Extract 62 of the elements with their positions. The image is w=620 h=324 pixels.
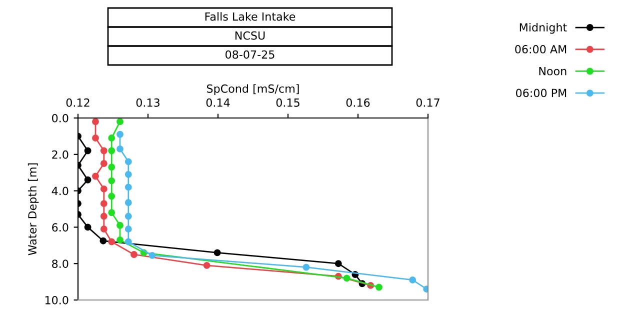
point — [100, 147, 108, 154]
point — [376, 284, 382, 291]
point — [100, 160, 108, 167]
legend-label: Noon — [539, 67, 566, 76]
x-tick-label: 0.15 — [276, 98, 300, 107]
point — [124, 184, 132, 191]
point — [116, 145, 124, 152]
x-tick-label: 0.16 — [346, 98, 370, 107]
point — [108, 147, 116, 154]
y-tick-label: 10.0 — [45, 296, 68, 304]
point — [92, 118, 99, 126]
x-tick-label: 0.17 — [416, 98, 440, 107]
point — [100, 237, 107, 244]
point — [334, 260, 342, 268]
legend-label: 06:00 AM — [515, 45, 566, 54]
point — [214, 249, 221, 256]
point — [84, 224, 92, 231]
point — [148, 252, 156, 259]
point — [108, 164, 116, 171]
y-tick-label: 0.0 — [52, 114, 68, 122]
point — [116, 222, 124, 229]
point — [409, 276, 416, 284]
point — [108, 192, 116, 200]
point — [203, 262, 210, 269]
point — [130, 251, 138, 258]
point — [108, 209, 116, 216]
point — [92, 134, 99, 142]
point — [100, 212, 108, 220]
point — [124, 170, 132, 178]
point — [124, 212, 132, 220]
point — [124, 226, 132, 232]
y-tick-label: 6.0 — [52, 223, 68, 232]
point — [124, 199, 132, 206]
x-axis-title: SpCond [mS/cm] — [206, 84, 299, 95]
y-tick-label: 8.0 — [52, 260, 68, 268]
point — [84, 147, 92, 154]
point — [302, 264, 310, 271]
point — [124, 238, 132, 246]
legend-label: Midnight — [520, 22, 567, 34]
point — [100, 186, 108, 192]
point — [108, 177, 116, 184]
chart-title: Falls Lake Intake — [205, 12, 296, 21]
point — [100, 226, 108, 232]
point — [84, 176, 92, 184]
point — [116, 236, 124, 244]
y-tick-label: 4.0 — [52, 186, 68, 196]
x-tick-label: 0.14 — [206, 98, 230, 107]
chart-subtitle: NCSU — [235, 31, 265, 40]
legend-label: 06:00 PM — [516, 88, 566, 98]
y-axis-title: Water Depth [m] — [28, 163, 39, 256]
text: 08-07-25 — [226, 50, 274, 59]
point — [116, 118, 124, 126]
point — [343, 274, 350, 282]
point — [108, 134, 116, 142]
x-tick-label: 0.12 — [66, 98, 90, 107]
point — [108, 238, 116, 246]
x-tick-label: 0.13 — [136, 98, 160, 107]
y-tick-label: 2.0 — [52, 150, 68, 159]
point — [116, 130, 124, 138]
point — [124, 158, 132, 166]
point — [100, 200, 108, 208]
point — [92, 172, 99, 180]
